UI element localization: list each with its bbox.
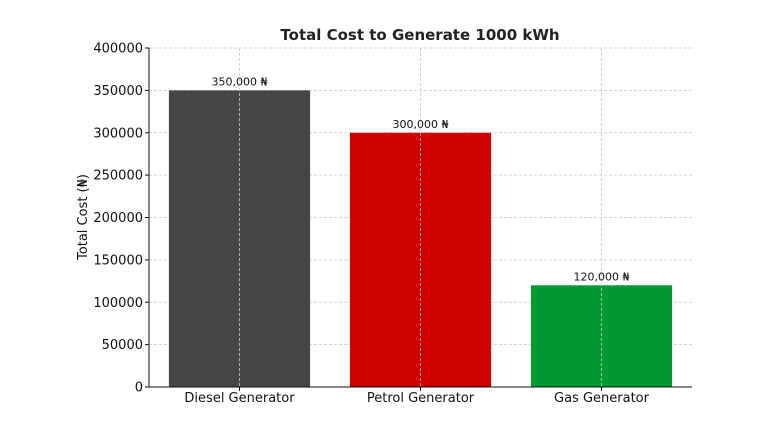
data-label: 120,000 ₦ [574, 270, 630, 283]
chart-title: Total Cost to Generate 1000 kWh [280, 26, 559, 44]
y-tick-label: 0 [135, 381, 143, 396]
bar-layer [168, 48, 673, 387]
x-tick-label: Petrol Generator [367, 391, 475, 406]
x-tick-label: Diesel Generator [184, 391, 295, 406]
y-tick-label: 150000 [93, 253, 143, 268]
data-label: 300,000 ₦ [393, 118, 449, 131]
y-tick-label: 100000 [93, 296, 143, 311]
x-tick-label: Gas Generator [554, 391, 650, 406]
y-tick-label: 250000 [93, 169, 143, 184]
data-label: 350,000 ₦ [212, 75, 268, 88]
y-tick-layer: 0 50000 100000 150000 200000 250000 300000 3500… [93, 42, 149, 396]
y-axis-title: Total Cost (₦) [76, 174, 91, 261]
y-tick-label: 200000 [93, 211, 143, 226]
y-tick-label: 50000 [102, 338, 143, 353]
y-tick-label: 400000 [93, 42, 143, 57]
x-tick-layer: Diesel Generator Petrol Generator Gas Gene… [184, 387, 650, 406]
y-tick-label: 300000 [93, 126, 143, 141]
y-tick-label: 350000 [93, 84, 143, 99]
data-label-layer: 350,000 ₦ 300,000 ₦ 120,000 ₦ [212, 75, 630, 283]
